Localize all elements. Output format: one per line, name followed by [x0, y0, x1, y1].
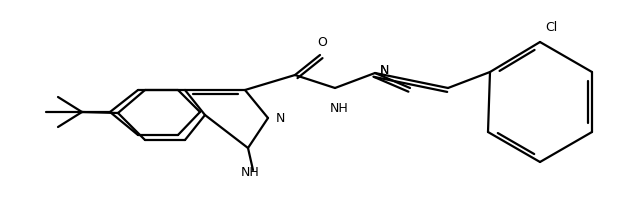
Text: N: N: [380, 64, 389, 77]
Text: N: N: [276, 112, 285, 125]
Text: NH: NH: [241, 166, 259, 179]
Text: N: N: [380, 64, 389, 77]
Text: NH: NH: [330, 102, 348, 115]
Text: O: O: [317, 36, 327, 49]
Text: Cl: Cl: [545, 21, 557, 34]
